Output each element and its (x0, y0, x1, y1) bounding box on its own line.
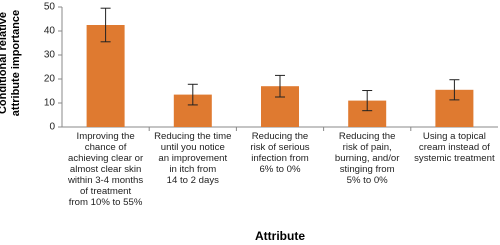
x-tick-label: Reducing the time until you notice an im… (154, 131, 232, 186)
x-axis-label: Attribute (255, 229, 305, 243)
y-tick-label: 50 (44, 2, 56, 13)
y-axis-label: Conditional relative attribute importanc… (0, 9, 22, 117)
y-tick-label: 30 (44, 50, 56, 61)
x-tick-label: Using a topical cream instead of systemi… (414, 131, 495, 164)
x-tick-label: Improving the chance of achieving clear … (67, 131, 144, 208)
x-tick-label: Reducing the risk of pain, burning, and/… (334, 131, 400, 186)
x-tick-label: Reducing the risk of serious infection f… (250, 131, 310, 175)
y-tick-label: 20 (44, 74, 56, 85)
y-tick-label: 40 (44, 26, 56, 37)
y-tick-label: 0 (49, 122, 55, 133)
y-tick-label: 10 (44, 98, 56, 109)
